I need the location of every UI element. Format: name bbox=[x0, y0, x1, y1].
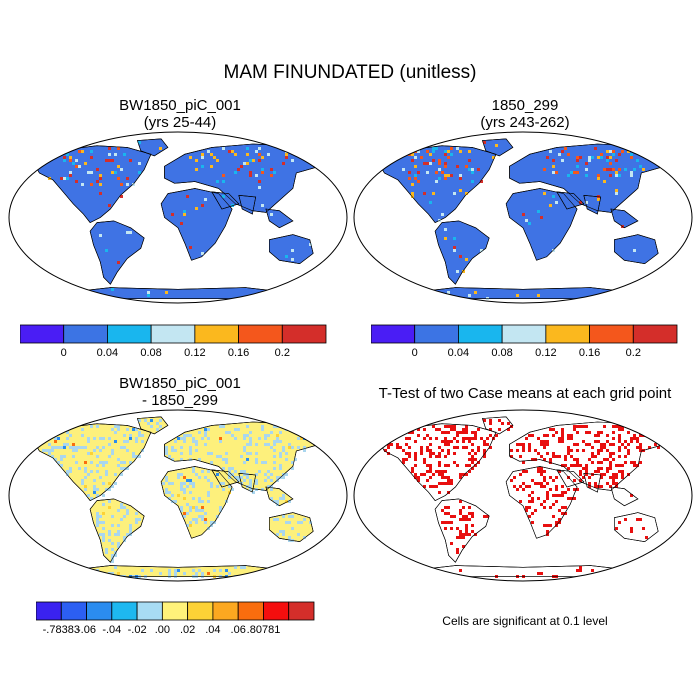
colorbar-swatch bbox=[371, 324, 416, 344]
colorbar-tick-label: -.78383 bbox=[42, 624, 80, 636]
colorbar-panel-1 bbox=[20, 324, 327, 344]
colorbar-swatch bbox=[263, 601, 290, 621]
colorbar-panel-2-labels: 0 0.04 0.08 0.12 0.16 0.2 bbox=[371, 345, 681, 361]
colorbar-swatch bbox=[86, 601, 113, 621]
colorbar-tick-label: 0.16 bbox=[578, 347, 601, 359]
colorbar-swatch bbox=[281, 324, 327, 344]
panel2-title-line1: 1850_299 bbox=[491, 97, 559, 114]
colorbar-tick-label: 0 bbox=[411, 347, 418, 359]
colorbar-swatch bbox=[501, 324, 547, 344]
panel4-title: T-Test of two Case means at each grid po… bbox=[350, 385, 700, 402]
colorbar-tick-label: .80781 bbox=[246, 624, 281, 636]
colorbar-swatch bbox=[111, 601, 138, 621]
colorbar-tick-label: 0.12 bbox=[535, 347, 557, 359]
landmass-southAmerica bbox=[434, 220, 490, 285]
colorbar-tick-label: -.06 bbox=[77, 624, 96, 636]
colorbar-swatch bbox=[36, 601, 62, 621]
colorbar-swatch bbox=[194, 324, 239, 344]
colorbar-swatch bbox=[187, 601, 214, 621]
panel3-title: BW1850_piC_001 - 1850_299 bbox=[35, 375, 325, 409]
colorbar-panel-3 bbox=[36, 601, 315, 621]
landmass-seAsia bbox=[610, 486, 639, 507]
colorbar-tick-label: .04 bbox=[205, 624, 221, 636]
landmass-nz bbox=[671, 261, 683, 273]
landmass-southAmerica bbox=[89, 220, 145, 285]
colorbar-tick-label: 0.16 bbox=[227, 347, 250, 359]
colorbar-swatch bbox=[107, 324, 152, 344]
map-panel-2 bbox=[353, 131, 693, 304]
colorbar-tick-label: 0.04 bbox=[96, 347, 119, 359]
colorbar-tick-label: 0 bbox=[60, 347, 67, 359]
landmass-nz bbox=[326, 261, 338, 273]
map-border bbox=[353, 131, 693, 304]
colorbar-swatch bbox=[238, 324, 283, 344]
colorbar-swatch bbox=[414, 324, 459, 344]
map-panel-4 bbox=[353, 409, 693, 582]
colorbar-tick-label: .06 bbox=[230, 624, 246, 636]
colorbar-swatch bbox=[589, 324, 634, 344]
colorbar-swatch bbox=[150, 324, 196, 344]
panel4-title-line1: T-Test of two Case means at each grid po… bbox=[378, 385, 672, 402]
colorbar-tick-label: 0.2 bbox=[625, 347, 641, 359]
map-border bbox=[8, 131, 348, 304]
landmass-seAsia bbox=[265, 208, 294, 229]
colorbar-swatch bbox=[288, 601, 315, 621]
colorbar-swatch bbox=[458, 324, 503, 344]
landmass-nz bbox=[326, 539, 338, 551]
colorbar-tick-label: 0.08 bbox=[491, 347, 513, 359]
landmass-seAsia bbox=[610, 208, 639, 229]
colorbar-tick-label: -.02 bbox=[127, 624, 147, 636]
panel1-title-line1: BW1850_piC_001 bbox=[119, 97, 241, 114]
colorbar-swatch bbox=[63, 324, 108, 344]
map-panel-1 bbox=[8, 131, 348, 304]
panel1-title-line2: (yrs 25-44) bbox=[143, 114, 217, 131]
panel3-title-line1: BW1850_piC_001 bbox=[119, 375, 241, 392]
colorbar-tick-label: 0.12 bbox=[184, 347, 206, 359]
panel2-title-line2: (yrs 243-262) bbox=[480, 114, 570, 131]
colorbar-swatch bbox=[545, 324, 590, 344]
colorbar-panel-1-labels: 0 0.04 0.08 0.12 0.16 0.2 bbox=[20, 345, 330, 361]
colorbar-swatch bbox=[237, 601, 264, 621]
colorbar-panel-3-labels: -.78383 -.06 -.04 -.02 .00 .02 .04 .06.80781 bbox=[36, 622, 318, 638]
colorbar-tick-label: 0.04 bbox=[447, 347, 470, 359]
colorbar-tick-label: 0.08 bbox=[140, 347, 162, 359]
map-border bbox=[8, 409, 348, 582]
colorbar-swatch bbox=[20, 324, 65, 344]
panel1-title: BW1850_piC_001 (yrs 25-44) bbox=[35, 97, 325, 131]
colorbar-swatch bbox=[161, 601, 189, 621]
colorbar-swatch bbox=[60, 601, 87, 621]
colorbar-tick-label: 0.2 bbox=[274, 347, 290, 359]
colorbar-panel-2 bbox=[371, 324, 678, 344]
significance-note: Cells are significant at 0.1 level bbox=[442, 614, 608, 628]
panel2-title: 1850_299 (yrs 243-262) bbox=[380, 97, 670, 131]
panel3-title-line2: - 1850_299 bbox=[142, 392, 218, 409]
map-panel-3 bbox=[8, 409, 348, 582]
colorbar-swatch bbox=[136, 601, 163, 621]
colorbar-swatch bbox=[632, 324, 678, 344]
colorbar-tick-label: .00 bbox=[154, 624, 171, 636]
main-title: MAM FINUNDATED (unitless) bbox=[223, 62, 477, 83]
landmass-nz bbox=[671, 539, 683, 551]
colorbar-swatch bbox=[212, 601, 239, 621]
colorbar-tick-label: -.04 bbox=[102, 624, 122, 636]
colorbar-tick-label: .02 bbox=[179, 624, 196, 636]
map-border bbox=[353, 409, 693, 582]
